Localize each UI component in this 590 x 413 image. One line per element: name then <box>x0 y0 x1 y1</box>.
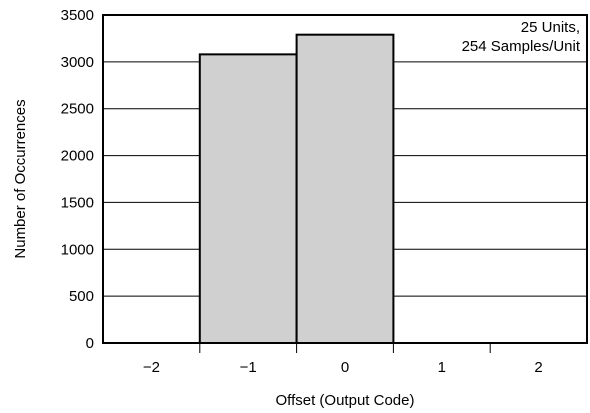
x-tick-label: 0 <box>341 359 349 376</box>
y-tick-label: 2000 <box>61 148 94 165</box>
y-tick-label: 2500 <box>61 101 94 118</box>
y-tick-label: 500 <box>69 288 94 305</box>
y-tick-label: 3500 <box>61 7 94 24</box>
annotation-line-1: 25 Units, <box>521 19 580 36</box>
x-tick-label: −2 <box>143 359 160 376</box>
bar-1 <box>198 53 298 345</box>
bars <box>198 33 395 345</box>
annotation-line-2: 254 Samples/Unit <box>462 38 581 55</box>
y-tick-label: 0 <box>86 335 94 352</box>
y-tick-label: 1500 <box>61 194 94 211</box>
x-axis-label: Offset (Output Code) <box>276 392 415 409</box>
x-tick-label: 2 <box>534 359 542 376</box>
y-tick-label: 1000 <box>61 241 94 258</box>
x-tick-label: 1 <box>438 359 446 376</box>
y-tick-label: 3000 <box>61 54 94 71</box>
plot-frame <box>102 14 588 344</box>
x-ticks: −2 −1 0 1 2 <box>143 343 543 376</box>
y-axis-label: Number of Occurrences <box>12 99 29 258</box>
x-tick-label: −1 <box>240 359 257 376</box>
bar-2 <box>295 33 395 345</box>
y-tick-labels: 0 500 1000 1500 2000 2500 3000 3500 <box>61 7 94 352</box>
